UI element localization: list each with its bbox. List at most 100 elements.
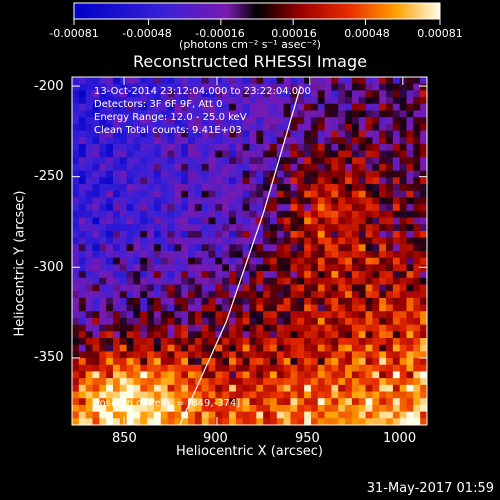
heatmap-cell bbox=[324, 317, 332, 326]
heatmap-cell bbox=[331, 230, 339, 239]
heatmap-cell bbox=[379, 404, 387, 413]
heatmap-cell bbox=[297, 83, 305, 91]
heatmap-cell bbox=[386, 317, 394, 326]
heatmap-cell bbox=[242, 110, 250, 118]
heatmap-cell bbox=[345, 304, 353, 312]
heatmap-cell bbox=[276, 164, 285, 172]
heatmap-cell bbox=[379, 311, 387, 319]
heatmap-cell bbox=[194, 291, 203, 299]
heatmap-cell bbox=[201, 123, 209, 131]
heatmap-cell bbox=[133, 251, 141, 259]
heatmap-cell bbox=[351, 230, 360, 239]
heatmap-cell bbox=[153, 304, 162, 312]
heatmap-cell bbox=[140, 123, 148, 131]
heatmap-cell bbox=[72, 137, 80, 145]
heatmap-cell bbox=[133, 257, 141, 265]
heatmap-cell bbox=[338, 190, 346, 198]
heatmap-cell bbox=[324, 411, 332, 419]
heatmap-cell bbox=[78, 371, 87, 379]
heatmap-cell bbox=[174, 177, 182, 185]
heatmap-cell bbox=[249, 204, 257, 212]
heatmap-cell bbox=[290, 284, 298, 292]
heatmap-cell bbox=[147, 338, 155, 346]
heatmap-cell bbox=[256, 304, 264, 312]
heatmap-cell bbox=[194, 317, 203, 326]
heatmap-cell bbox=[126, 378, 134, 386]
heatmap-cell bbox=[215, 143, 223, 152]
heatmap-cell bbox=[112, 344, 121, 352]
heatmap-cell bbox=[188, 210, 196, 218]
heatmap-cell bbox=[85, 257, 93, 265]
heatmap-cell bbox=[351, 90, 360, 98]
heatmap-cell bbox=[153, 351, 162, 359]
heatmap-cell bbox=[99, 418, 107, 425]
heatmap-cell bbox=[147, 344, 155, 352]
heatmap-cell bbox=[256, 143, 264, 152]
heatmap-cell bbox=[72, 317, 80, 326]
heatmap-cell bbox=[379, 177, 387, 185]
heatmap-cell bbox=[147, 184, 155, 192]
heatmap-cell bbox=[331, 384, 339, 392]
heatmap-cell bbox=[215, 103, 223, 111]
heatmap-cell bbox=[167, 197, 175, 205]
heatmap-cell bbox=[386, 411, 394, 419]
heatmap-cell bbox=[310, 338, 319, 346]
heatmap-cell bbox=[406, 411, 414, 419]
heatmap-cell bbox=[208, 230, 216, 239]
heatmap-cell bbox=[174, 123, 182, 131]
heatmap-cell bbox=[249, 398, 257, 406]
heatmap-cell bbox=[99, 378, 107, 386]
heatmap-cell bbox=[269, 271, 278, 279]
heatmap-cell bbox=[256, 351, 264, 359]
heatmap-cell bbox=[92, 157, 100, 165]
heatmap-cell bbox=[249, 284, 257, 292]
heatmap-cell bbox=[235, 157, 244, 165]
heatmap-cell bbox=[72, 197, 80, 205]
heatmap-cell bbox=[372, 157, 380, 165]
heatmap-cell bbox=[140, 257, 148, 265]
heatmap-cell bbox=[188, 284, 196, 292]
heatmap-cell bbox=[331, 110, 339, 118]
heatmap-cell bbox=[140, 404, 148, 413]
heatmap-cell bbox=[392, 150, 401, 158]
heatmap-cell bbox=[379, 277, 387, 285]
heatmap-cell bbox=[78, 123, 87, 131]
heatmap-cell bbox=[392, 190, 401, 198]
heatmap-cell bbox=[338, 224, 346, 232]
heatmap-cell bbox=[283, 217, 291, 225]
heatmap-cell bbox=[153, 398, 162, 406]
heatmap-cell bbox=[351, 338, 360, 346]
heatmap-cell bbox=[222, 251, 230, 259]
heatmap-cell bbox=[324, 344, 332, 352]
heatmap-cell bbox=[167, 130, 175, 138]
x-axis-label: Heliocentric X (arcsec) bbox=[176, 444, 323, 459]
heatmap-cell bbox=[140, 90, 148, 98]
heatmap-cell bbox=[324, 230, 332, 239]
heatmap-cell bbox=[276, 351, 285, 359]
heatmap-cell bbox=[399, 143, 407, 152]
heatmap-cell bbox=[290, 364, 298, 372]
heatmap-cell bbox=[413, 317, 421, 326]
heatmap-cell bbox=[256, 378, 264, 386]
heatmap-cell bbox=[310, 358, 319, 366]
heatmap-cell bbox=[201, 331, 209, 339]
heatmap-cell bbox=[379, 150, 387, 158]
heatmap-cell bbox=[365, 398, 373, 406]
heatmap-cell bbox=[310, 398, 319, 406]
heatmap-cell bbox=[304, 291, 312, 299]
heatmap-cell bbox=[229, 391, 237, 399]
heatmap-cell bbox=[201, 378, 209, 386]
heatmap-cell bbox=[99, 317, 107, 326]
heatmap-cell bbox=[290, 164, 298, 172]
heatmap-cell bbox=[269, 338, 278, 346]
heatmap-cell bbox=[106, 378, 114, 386]
heatmap-cell bbox=[85, 291, 93, 299]
heatmap-cell bbox=[153, 137, 162, 145]
heatmap-cell bbox=[351, 157, 360, 165]
heatmap-cell bbox=[276, 257, 285, 265]
heatmap-cell bbox=[126, 364, 134, 372]
heatmap-cell bbox=[167, 251, 175, 259]
heatmap-cell bbox=[283, 311, 291, 319]
heatmap-cell bbox=[310, 110, 319, 118]
heatmap-cell bbox=[99, 404, 107, 413]
